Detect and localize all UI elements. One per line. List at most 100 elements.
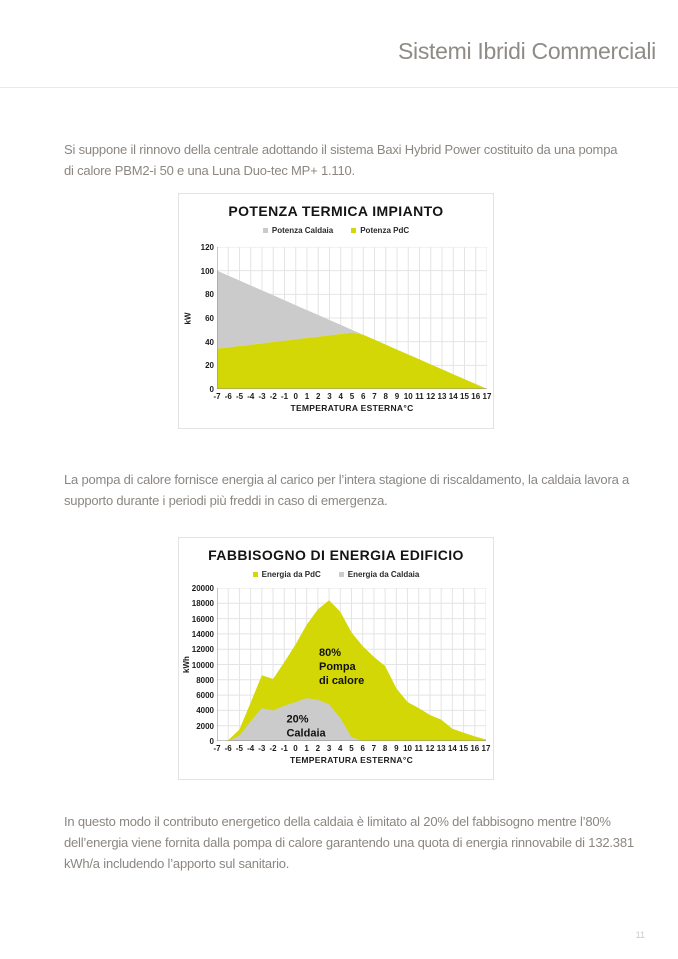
- area-series: [217, 270, 487, 389]
- legend-item: Potenza PdC: [351, 226, 409, 235]
- x-tick-label: 8: [383, 392, 388, 401]
- y-tick-label: 10000: [191, 660, 214, 670]
- legend-swatch: [351, 228, 357, 233]
- chart-annotation: 80%: [319, 647, 341, 659]
- x-tick-label: -2: [269, 392, 277, 401]
- y-tick-label: 120: [200, 243, 214, 252]
- x-tick-label: -2: [269, 744, 277, 753]
- y-tick-label: 2000: [196, 721, 214, 731]
- x-tick-label: 7: [371, 744, 377, 753]
- y-tick-label: 16000: [191, 614, 214, 624]
- legend-item: Potenza Caldaia: [262, 226, 333, 235]
- chart-fabbisogno-energia: FABBISOGNO DI ENERGIA EDIFICIO Energia d…: [178, 537, 494, 780]
- x-tick-label: 9: [394, 392, 400, 401]
- legend-swatch: [252, 572, 258, 577]
- x-tick-label: 0: [293, 744, 298, 753]
- paragraph-line: di calore PBM2-i 50 e una Luna Duo-tec M…: [64, 163, 355, 178]
- x-tick-label: -7: [213, 744, 221, 753]
- chart-legend: Energia da PdC Energia da Caldaia: [179, 570, 493, 579]
- x-tick-label: -4: [247, 392, 255, 401]
- intro-paragraph: Si suppone il rinnovo della centrale ado…: [64, 139, 617, 181]
- x-tick-label: -6: [224, 744, 232, 753]
- plot-svg: [217, 247, 487, 389]
- y-tick-label: 12000: [191, 645, 214, 655]
- y-tick-label: 8000: [196, 675, 214, 685]
- x-tick-label: 15: [459, 744, 469, 753]
- x-tick-label: 9: [394, 744, 399, 753]
- paragraph-line: kWh/a includendo l’apporto sul sanitario…: [64, 856, 290, 871]
- legend-item: Energia da Caldaia: [338, 570, 420, 579]
- y-tick-label: 80: [205, 290, 214, 300]
- x-tick-label: 2: [316, 392, 321, 401]
- legend-swatch: [262, 228, 268, 233]
- legend-label: Energia da Caldaia: [347, 570, 420, 579]
- paragraph-line: supporto durante i periodi più freddi in…: [64, 493, 388, 508]
- y-tick-label: 100: [200, 266, 214, 276]
- x-tick-label: 6: [361, 392, 366, 401]
- middle-paragraph: La pompa di calore fornisce energia al c…: [64, 469, 629, 511]
- chart-annotation: Pompa: [319, 661, 357, 673]
- page-number: 11: [635, 930, 645, 940]
- x-tick-label: 11: [415, 392, 424, 401]
- plot-svg: 80% Pompa di calore 20% Caldaia: [217, 588, 486, 741]
- paragraph-line: Si suppone il rinnovo della centrale ado…: [64, 142, 618, 157]
- chart-annotation: 20%: [286, 714, 308, 726]
- y-tick-label: 20: [205, 361, 214, 371]
- x-tick-label: -7: [213, 392, 221, 401]
- x-tick-label: -6: [224, 392, 232, 401]
- x-tick-label: -1: [280, 744, 288, 753]
- y-tick-label: 0: [209, 385, 214, 394]
- x-tick-label: 3: [326, 744, 332, 753]
- x-tick-label: 1: [304, 392, 310, 401]
- area-series: [217, 698, 486, 741]
- y-tick-label: 0: [209, 737, 214, 746]
- header-divider: [0, 87, 678, 88]
- x-tick-label: 12: [426, 392, 436, 401]
- x-tick-label: 12: [425, 744, 435, 753]
- y-tick-label: 14000: [191, 629, 214, 639]
- x-tick-label: 2: [315, 744, 321, 753]
- legend-label: Energia da PdC: [261, 570, 321, 579]
- y-tick-label: 4000: [196, 706, 214, 716]
- chart-annotation: di calore: [319, 675, 364, 687]
- paragraph-line: dell’energia viene fornita dalla pompa d…: [64, 835, 634, 850]
- area-series: [217, 332, 487, 389]
- plot-area: kW 120 100 80 60 40 20 0 -7 -6 -5 -4 -3 -2 -1 0 1 2 3 4 5 6…: [184, 243, 492, 413]
- bottom-paragraph: In questo modo il contributo energetico …: [64, 811, 634, 874]
- paragraph-line: In questo modo il contributo energetico …: [64, 814, 611, 829]
- chart-title: POTENZA TERMICA IMPIANTO: [228, 203, 444, 219]
- x-tick-label: -1: [280, 392, 289, 401]
- chart-title: FABBISOGNO DI ENERGIA EDIFICIO: [208, 547, 464, 563]
- legend-item: Energia da PdC: [252, 570, 321, 579]
- x-axis-label: TEMPERATURA ESTERNA°C: [289, 755, 414, 765]
- x-tick-label: -3: [258, 392, 266, 401]
- plot-area: kWh 20000 18000 16000 14000 12000 10000 8000 60…: [182, 584, 491, 765]
- x-tick-label: 6: [360, 744, 365, 753]
- chart-legend: Potenza Caldaia Potenza PdC: [179, 226, 493, 235]
- legend-swatch: [338, 572, 344, 577]
- x-tick-label: 8: [382, 744, 388, 753]
- legend-label: Potenza PdC: [360, 226, 410, 235]
- y-axis-label: kWh: [181, 656, 191, 673]
- x-tick-label: 7: [372, 392, 377, 401]
- x-tick-label: 14: [448, 392, 458, 401]
- x-tick-label: 17: [481, 744, 491, 753]
- x-tick-label: 11: [414, 744, 423, 753]
- x-tick-label: 13: [437, 392, 447, 401]
- y-tick-label: 60: [205, 314, 214, 323]
- x-tick-label: 4: [338, 392, 343, 401]
- x-tick-label: 4: [338, 744, 343, 753]
- y-tick-label: 20000: [191, 584, 214, 593]
- x-tick-label: -4: [247, 744, 255, 753]
- x-tick-label: 10: [403, 744, 412, 753]
- x-tick-label: 15: [460, 392, 469, 401]
- paragraph-line: La pompa di calore fornisce energia al c…: [64, 472, 630, 487]
- x-tick-label: 0: [293, 392, 298, 401]
- x-tick-label: -5: [235, 392, 244, 401]
- x-axis-label: TEMPERATURA ESTERNA°C: [290, 403, 414, 413]
- y-tick-label: 18000: [191, 599, 214, 609]
- x-tick-label: 13: [436, 744, 446, 753]
- x-tick-label: 5: [349, 744, 354, 753]
- x-tick-label: -3: [258, 744, 266, 753]
